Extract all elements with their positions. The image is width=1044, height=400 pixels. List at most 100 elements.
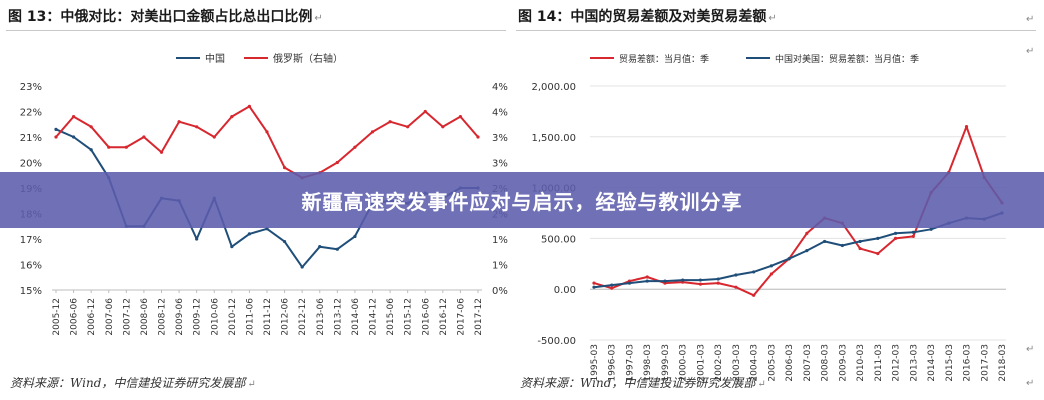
left-point-russia: [107, 145, 111, 149]
left-x-tick-label: 2006-06: [70, 298, 80, 336]
left-point-china: [318, 245, 322, 249]
right-x-tick-label: 2005-03: [767, 344, 777, 382]
left-x-tick-label: 2007-06: [105, 298, 115, 336]
right-series-line-us: [593, 212, 1003, 289]
left-x-tick-label: 2014-06: [351, 298, 361, 336]
left-point-russia: [265, 130, 269, 134]
left-legend-label-russia: 俄罗斯（右轴）: [273, 52, 343, 65]
right-source-text: 资料来源：Wind，中信建投证券研究发展部: [520, 376, 756, 390]
left-title-text: 图 13：中俄对比：对美出口金额占比总出口比例: [8, 9, 313, 25]
right-x-tick-label: 2002-03: [714, 344, 724, 382]
left-point-china: [335, 247, 339, 251]
right-point-us: [734, 273, 738, 277]
left-x-tick-label: 2008-06: [140, 298, 150, 336]
left-point-russia: [335, 160, 339, 165]
left-x-tick-label: 2015-12: [404, 298, 414, 336]
left-point-china: [71, 135, 76, 139]
right-point-total: [752, 293, 756, 297]
headline-banner[interactable]: 新疆高速突发事件应对与启示，经验与教训分享: [0, 172, 1044, 228]
left-y-tick-label: 23%: [20, 82, 42, 93]
left-point-russia: [124, 145, 128, 149]
left-x-tick-label: 2011-06: [245, 298, 255, 336]
right-point-total: [876, 252, 880, 256]
left-point-russia: [247, 104, 252, 108]
right-x-tick-label: 2014-03: [927, 344, 937, 382]
right-edge-mark-3: ↵: [1026, 344, 1035, 355]
right-point-us: [610, 283, 614, 287]
right-point-us: [929, 227, 933, 231]
left-point-russia: [142, 135, 146, 139]
left-point-russia: [388, 120, 392, 124]
right-point-us: [911, 230, 915, 234]
left-y-tick-label: 16%: [20, 261, 42, 272]
right-title-edit-mark: ↵: [768, 13, 777, 24]
right-x-tick-label: 1998-03: [643, 344, 653, 382]
left-point-russia: [441, 125, 445, 129]
left-x-tick-label: 2013-12: [333, 298, 343, 336]
right-point-total: [911, 234, 915, 238]
left-y-tick-label: 15%: [20, 286, 42, 297]
left-point-russia: [212, 135, 216, 139]
left-point-russia: [353, 145, 357, 149]
left-point-china: [230, 245, 234, 249]
right-point-total: [610, 286, 614, 290]
right-point-us: [823, 239, 827, 244]
right-source-note: 资料来源：Wind，中信建投证券研究发展部 ↵: [520, 374, 766, 391]
left-source-note: 资料来源：Wind，中信建投证券研究发展部 ↵: [10, 374, 256, 391]
left-point-russia: [423, 109, 427, 114]
left-x-tick-label: 2005-12: [52, 298, 62, 336]
right-x-tick-label: 2008-03: [821, 344, 831, 382]
left-y2-tick-label: 1%: [492, 235, 508, 246]
left-point-china: [265, 227, 269, 231]
left-chart: 15%16%17%18%19%20%21%22%23%0%1%1%2%2%3%3…: [20, 52, 508, 336]
left-y-tick-label: 17%: [20, 235, 42, 246]
left-point-russia: [458, 115, 463, 119]
right-point-total: [716, 281, 720, 285]
left-point-russia: [195, 125, 199, 129]
right-point-us: [787, 257, 791, 261]
right-x-tick-label: 1996-03: [608, 344, 618, 382]
left-y2-tick-label: 3%: [492, 159, 508, 170]
left-point-china: [353, 234, 357, 239]
right-point-total: [698, 282, 703, 286]
right-x-tick-label: 2003-03: [732, 344, 742, 382]
left-point-russia: [282, 166, 287, 170]
right-x-tick-label: 2012-03: [892, 344, 902, 382]
right-title-text: 图 14：中国的贸易差额及对美贸易差额: [518, 9, 767, 25]
right-point-us: [805, 248, 809, 253]
left-y2-tick-label: 4%: [492, 108, 508, 119]
right-title-rule: [516, 30, 1036, 31]
left-title-rule: [6, 30, 506, 31]
left-x-tick-label: 2010-06: [210, 298, 220, 336]
right-point-total: [964, 125, 969, 129]
left-x-tick-label: 2009-12: [193, 298, 203, 336]
right-y-tick-label: 0.00: [554, 285, 576, 296]
right-point-us: [681, 278, 685, 282]
left-point-china: [300, 265, 304, 269]
left-x-tick-label: 2016-06: [421, 298, 431, 336]
right-x-tick-label: 2010-03: [856, 344, 866, 382]
right-point-total: [858, 246, 862, 251]
right-edge-mark-top: ↵: [1026, 14, 1035, 25]
right-edge-mark-2: ↵: [1026, 46, 1035, 57]
left-x-tick-label: 2014-12: [369, 298, 379, 336]
right-point-us: [716, 277, 720, 281]
right-point-us: [592, 285, 596, 289]
right-x-tick-label: 2016-03: [963, 344, 973, 382]
right-y-tick-label: 2,000.00: [531, 82, 576, 93]
banner-headline[interactable]: 新疆高速突发事件应对与启示，经验与教训分享: [301, 189, 743, 214]
right-y-tick-label: 500.00: [541, 234, 576, 245]
right-x-tick-label: 2000-03: [679, 344, 689, 382]
left-x-tick-label: 2015-06: [386, 298, 396, 336]
left-point-russia: [406, 125, 410, 129]
left-point-russia: [159, 150, 164, 154]
left-point-china: [282, 239, 287, 244]
left-point-russia: [230, 115, 234, 119]
right-x-tick-label: 2015-03: [945, 344, 955, 382]
right-point-us: [876, 236, 880, 240]
right-source-edit-mark: ↵: [757, 379, 766, 390]
left-series-line-russia: [55, 105, 479, 179]
right-edge-mark-bottom: ↵: [1026, 378, 1035, 389]
right-point-us: [769, 264, 773, 268]
left-x-tick-label: 2010-12: [228, 298, 238, 336]
